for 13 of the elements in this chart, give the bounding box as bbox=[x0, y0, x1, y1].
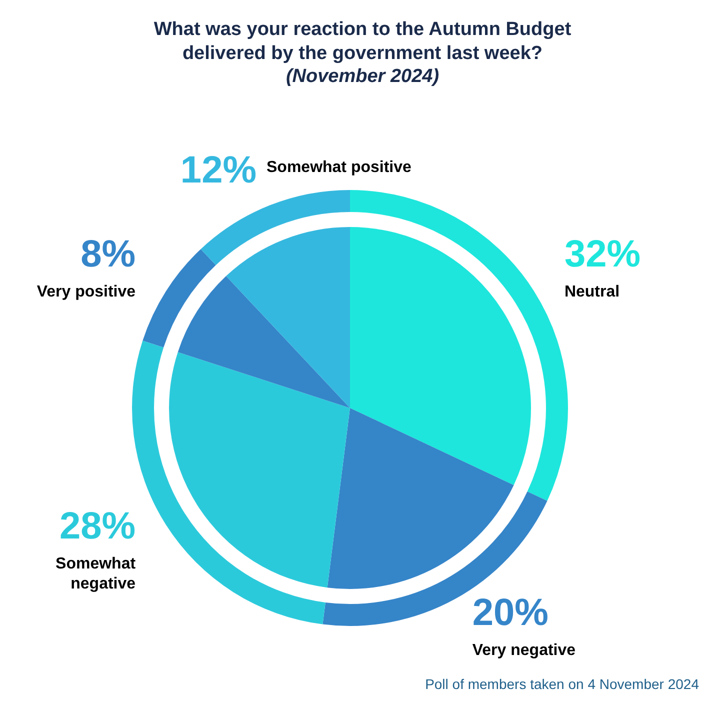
slice-label: Somewhat negative bbox=[56, 556, 136, 593]
slice-label: Very positive bbox=[36, 283, 136, 300]
text: 28% bbox=[59, 506, 136, 548]
text: 20% bbox=[472, 592, 548, 634]
text: Poll of members taken on 4 November 2024 bbox=[425, 676, 699, 692]
chart-subtitle: (November 2024) bbox=[284, 66, 440, 88]
text: 12% bbox=[180, 149, 256, 192]
slice-label: Neutral bbox=[564, 283, 620, 300]
slice-label: Somewhat positive bbox=[266, 159, 412, 176]
chart-title: What was your reaction to the Autumn Budget delivered by the government last week? bbox=[152, 18, 572, 66]
text: 32% bbox=[564, 233, 641, 276]
slice-label: Very negative bbox=[472, 642, 576, 659]
text: 8% bbox=[80, 233, 136, 276]
